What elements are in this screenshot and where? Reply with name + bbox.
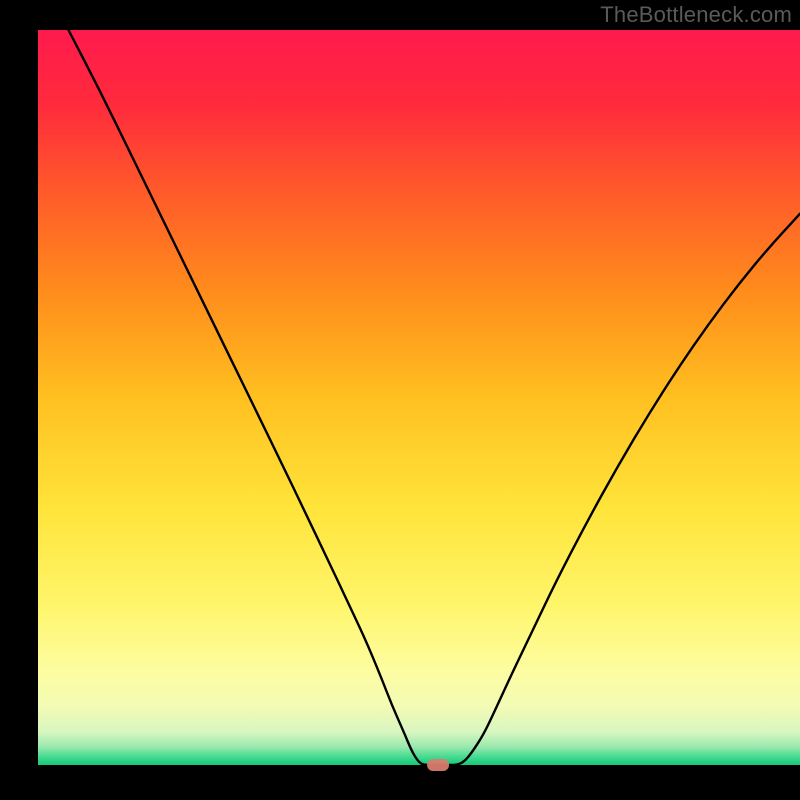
watermark-text: TheBottleneck.com: [600, 2, 792, 28]
optimal-point-marker: [427, 759, 449, 771]
chart-container: TheBottleneck.com: [0, 0, 800, 800]
bottleneck-chart: [0, 0, 800, 800]
plot-area: [38, 30, 800, 765]
